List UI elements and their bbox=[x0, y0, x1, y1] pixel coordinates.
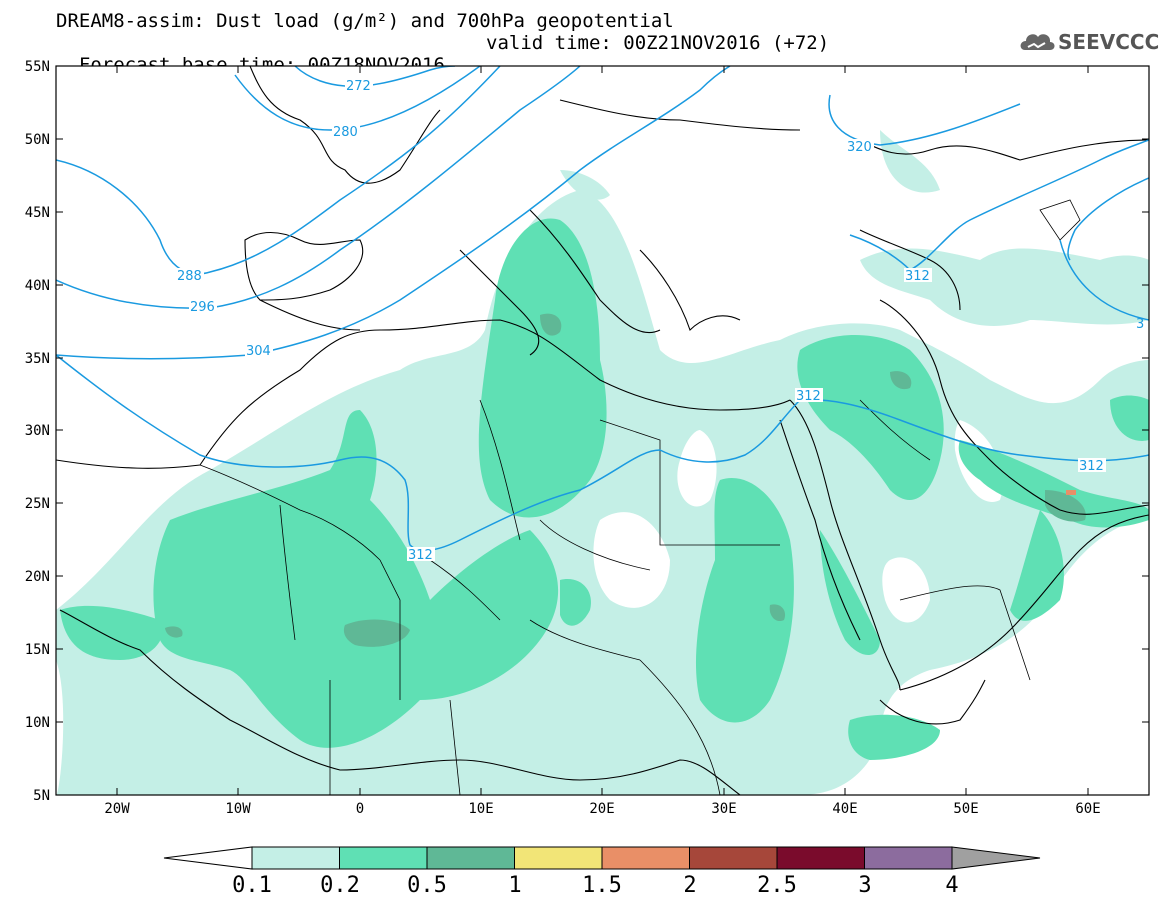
colorbar-box bbox=[689, 846, 778, 870]
lon-label: 0 bbox=[356, 801, 364, 817]
valid-time: valid time: 00Z21NOV2016 (+72) bbox=[486, 32, 830, 54]
colorbar-label: 0.5 bbox=[407, 873, 447, 898]
lat-label: 5N bbox=[33, 788, 50, 804]
lat-label: 20N bbox=[25, 569, 50, 585]
colorbar-box bbox=[864, 846, 953, 870]
colorbar-label: 0.1 bbox=[232, 873, 272, 898]
borders bbox=[199, 199, 1081, 795]
colorbar-box bbox=[426, 846, 515, 870]
colorbar-box bbox=[514, 846, 603, 870]
lon-label: 20W bbox=[104, 801, 130, 817]
colorbar-label: 2.5 bbox=[757, 873, 797, 898]
lon-label: 60E bbox=[1075, 801, 1100, 817]
map-title: DREAM8-assim: Dust load (g/m²) and 700hP… bbox=[56, 10, 674, 32]
contour-labels: 272 280 288 296 304 312 312 312 312 320 … bbox=[176, 78, 1144, 563]
latitude-labels: 55N 50N 45N 40N 35N 30N 25N 20N 15N 10N … bbox=[25, 59, 50, 804]
lon-label: 30E bbox=[711, 801, 736, 817]
contour-label: 3 bbox=[1136, 317, 1144, 332]
colorbar: 0.1 0.2 0.5 1 1.5 2 2.5 3 4 bbox=[163, 846, 1041, 898]
colorbar-box bbox=[339, 846, 428, 870]
contour-label: 312 bbox=[905, 269, 930, 284]
lon-label: 40E bbox=[832, 801, 857, 817]
colorbar-label: 3 bbox=[858, 873, 871, 898]
contour-label: 296 bbox=[190, 300, 215, 315]
seevccc-logo: SEEVCCC bbox=[1018, 26, 1160, 58]
lon-label: 10W bbox=[225, 801, 251, 817]
colorbar-label: 4 bbox=[945, 873, 958, 898]
lat-label: 15N bbox=[25, 642, 50, 658]
dust-hotspot bbox=[1066, 490, 1076, 495]
lat-label: 10N bbox=[25, 715, 50, 731]
lon-label: 50E bbox=[953, 801, 978, 817]
lon-label: 20E bbox=[589, 801, 614, 817]
coastlines bbox=[56, 66, 1149, 795]
colorbar-label: 1 bbox=[508, 873, 521, 898]
colorbar-boxes bbox=[251, 846, 953, 870]
geopotential-contours bbox=[56, 66, 1149, 552]
logo-text: SEEVCCC bbox=[1058, 30, 1160, 54]
contour-label: 312 bbox=[408, 548, 433, 563]
contour-label: 280 bbox=[333, 125, 358, 140]
lon-label: 10E bbox=[468, 801, 493, 817]
colorbar-under-triangle bbox=[163, 846, 253, 870]
cloud-icon bbox=[1020, 34, 1055, 50]
lat-label: 40N bbox=[25, 278, 50, 294]
lat-label: 50N bbox=[25, 132, 50, 148]
colorbar-label: 0.2 bbox=[320, 873, 360, 898]
contour-label: 288 bbox=[177, 269, 202, 284]
lat-label: 45N bbox=[25, 205, 50, 221]
lat-label: 30N bbox=[25, 423, 50, 439]
colorbar-label: 2 bbox=[683, 873, 696, 898]
colorbar-label: 1.5 bbox=[582, 873, 622, 898]
lat-label: 25N bbox=[25, 496, 50, 512]
colorbar-box bbox=[776, 846, 865, 870]
colorbar-box bbox=[601, 846, 690, 870]
contour-label: 312 bbox=[796, 389, 821, 404]
axis-ticks bbox=[56, 66, 1149, 795]
longitude-labels: 20W 10W 0 10E 20E 30E 40E 50E 60E bbox=[104, 801, 1100, 817]
contour-label: 320 bbox=[847, 140, 872, 155]
lat-label: 35N bbox=[25, 351, 50, 367]
contour-label: 312 bbox=[1079, 459, 1104, 474]
lat-label: 55N bbox=[25, 59, 50, 75]
contour-label: 272 bbox=[346, 79, 371, 94]
map-area: 272 280 288 296 304 312 312 312 312 320 … bbox=[56, 66, 1149, 795]
colorbar-over-triangle bbox=[951, 846, 1041, 870]
contour-label: 304 bbox=[246, 344, 271, 359]
colorbar-box bbox=[251, 846, 340, 870]
